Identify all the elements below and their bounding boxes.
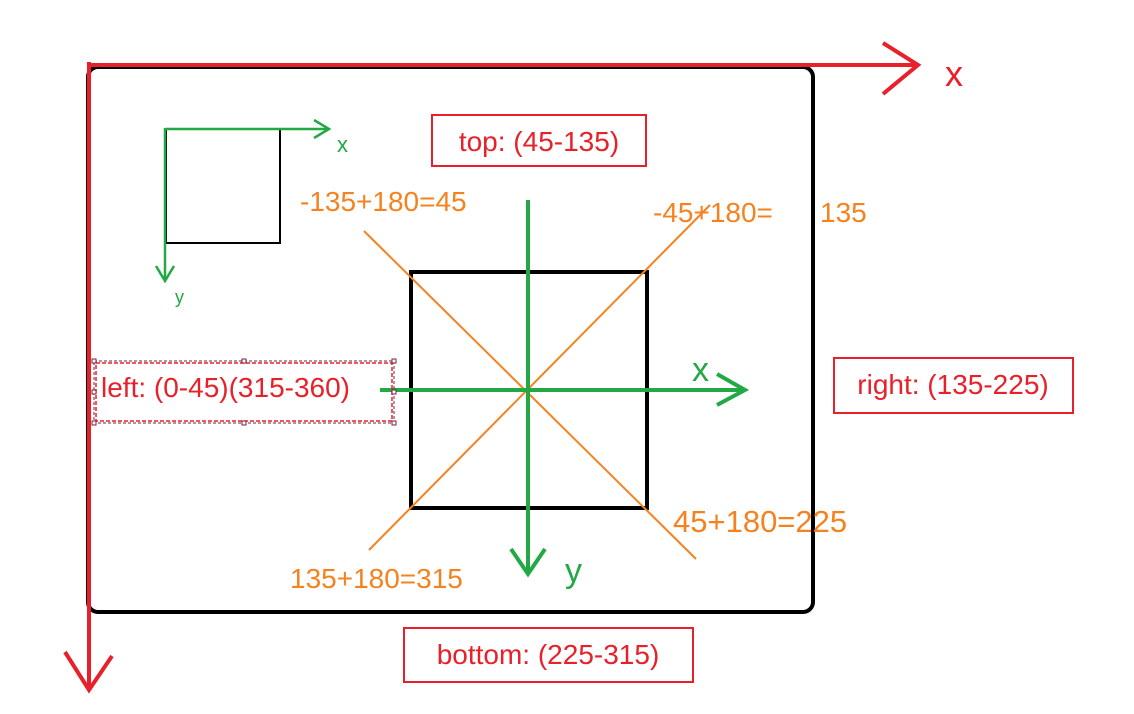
- region-right-box: [833, 357, 1074, 414]
- small-y-arrowhead: [154, 265, 176, 284]
- diagonal-label-top-right-value: 135: [820, 197, 867, 228]
- region-bottom-label: bottom: (225-315): [437, 639, 660, 670]
- center-y-arrowhead: [509, 547, 547, 578]
- center-x-label: x: [692, 351, 709, 389]
- diagonal-label-bottom-right: 45+180=225: [673, 504, 847, 539]
- region-left-label: left: (0-45)(315-360): [101, 372, 350, 403]
- selection-handle: [241, 420, 247, 426]
- selection-handle: [91, 358, 97, 364]
- outer-axes: x: [63, 41, 963, 694]
- diagonals: [363, 204, 711, 560]
- region-top-label: top: (45-135): [459, 126, 619, 157]
- region-bottom-box: [403, 627, 694, 683]
- selection-handle: [91, 420, 97, 426]
- selection-handle: [391, 420, 397, 426]
- region-bottom: bottom: (225-315): [403, 627, 694, 683]
- diagonal-label-top-right: -45+180=: [653, 197, 773, 228]
- small-square: [165, 128, 281, 244]
- region-top-box: [431, 114, 647, 167]
- diagonal-label-top-left: -135+180=45: [300, 186, 467, 217]
- center-y-label: y: [565, 552, 582, 590]
- selection-handle: [91, 389, 97, 395]
- outer-y-arrowhead: [63, 650, 114, 694]
- small-x-label: x: [337, 132, 348, 157]
- region-right-label: right: (135-225): [857, 369, 1048, 400]
- selection-handle: [391, 389, 397, 395]
- selection-handle: [391, 358, 397, 364]
- small-reference: x y: [154, 118, 348, 307]
- region-left: left: (0-45)(315-360): [91, 358, 397, 426]
- outer-x-arrowhead: [881, 41, 922, 96]
- selection-handle: [241, 358, 247, 364]
- small-y-label: y: [175, 287, 184, 307]
- region-right: right: (135-225): [833, 357, 1074, 414]
- small-x-arrowhead: [313, 118, 332, 140]
- outer-x-label: x: [945, 53, 963, 94]
- diagonal-label-bottom-left: 135+180=315: [290, 563, 463, 594]
- center-x-arrowhead: [716, 372, 750, 407]
- diagonal-labels: -135+180=45 -45+180= 135 45+180=225 135+…: [290, 186, 867, 594]
- diagonal-tr-bl: [368, 204, 711, 551]
- region-top: top: (45-135): [431, 114, 647, 167]
- center-axes: x y: [380, 200, 750, 590]
